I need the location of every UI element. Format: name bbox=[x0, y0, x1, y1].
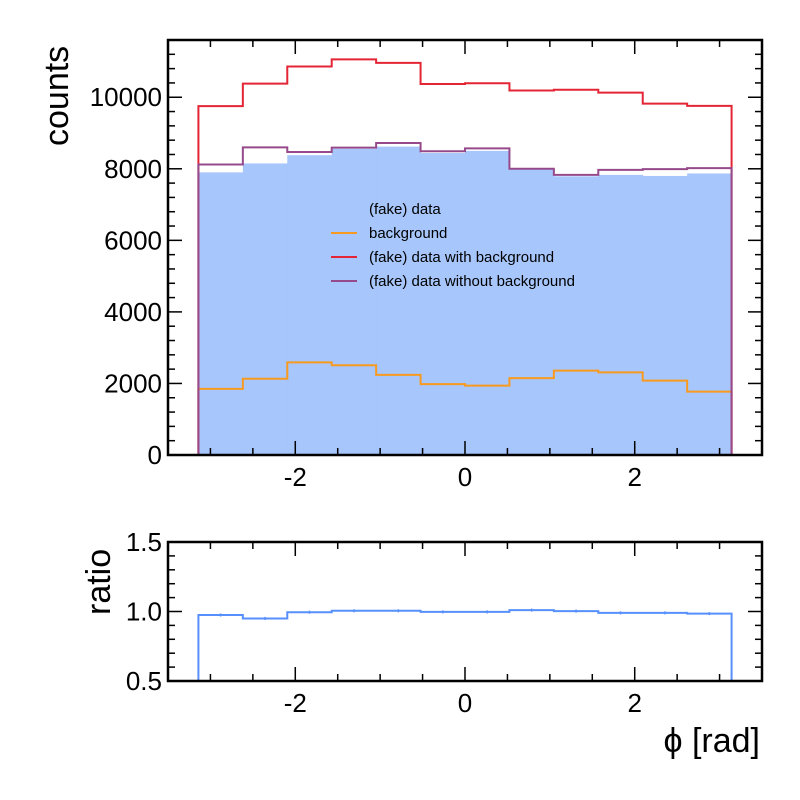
x-axis-title: ϕ [rad] bbox=[663, 722, 760, 760]
bar--fake-data bbox=[509, 169, 555, 456]
bar--fake-data bbox=[331, 148, 377, 456]
bar--fake-data bbox=[465, 150, 510, 456]
y-tick-label: 10000 bbox=[90, 82, 162, 112]
legend-label: (fake) data with background bbox=[369, 249, 554, 266]
bar--fake-data bbox=[198, 172, 244, 455]
main-histogram-plot bbox=[197, 58, 733, 456]
bar--fake-data bbox=[420, 153, 466, 455]
x-tick-label: -2 bbox=[284, 462, 307, 492]
y-tick-label: 2000 bbox=[104, 368, 162, 398]
step-line--fake-data-with-background bbox=[197, 58, 733, 455]
bar--fake-data bbox=[642, 175, 688, 455]
ratio-plot bbox=[197, 608, 733, 681]
x-tick-label: 2 bbox=[627, 462, 641, 492]
y-tick-label: 4000 bbox=[104, 297, 162, 327]
ratio-y-axis-title: ratio bbox=[80, 549, 118, 615]
legend-label: (fake) data without background bbox=[369, 273, 575, 290]
legend-swatch bbox=[331, 202, 357, 216]
bar--fake-data bbox=[242, 163, 288, 455]
x-tick-label: 0 bbox=[458, 688, 472, 718]
step-line--fake-data-without-background bbox=[197, 142, 733, 455]
x-tick-label: -2 bbox=[284, 688, 307, 718]
legend-label: (fake) data bbox=[369, 201, 441, 218]
step-line-background bbox=[197, 361, 733, 455]
y-tick-label: 0.5 bbox=[126, 666, 162, 696]
bar--fake-data bbox=[287, 155, 333, 455]
x-tick-label: 0 bbox=[458, 462, 472, 492]
ratio-panel: -2 0 2 0.5 1.0 1.5 ratio ϕ [rad] bbox=[80, 527, 764, 760]
y-tick-label: 0 bbox=[148, 440, 162, 470]
x-tick-label: 2 bbox=[627, 688, 641, 718]
main-histogram-panel: (fake) data background (fake) data with ba… bbox=[38, 38, 764, 492]
ratio-axes: -2 0 2 0.5 1.0 1.5 bbox=[126, 527, 764, 718]
bar--fake-data bbox=[598, 174, 644, 455]
main-histogram-axes: -2 0 2 0 2000 4000 6000 8000 10000 bbox=[90, 38, 764, 492]
y-tick-label: 6000 bbox=[104, 225, 162, 255]
y-tick-label: 1.0 bbox=[126, 597, 162, 627]
bar--fake-data bbox=[376, 146, 422, 456]
step-line-ratio bbox=[197, 609, 733, 681]
legend-label: background bbox=[369, 225, 447, 242]
bar--fake-data bbox=[553, 176, 599, 455]
legend: (fake) data background (fake) data with ba… bbox=[331, 201, 575, 290]
y-tick-label: 1.5 bbox=[126, 527, 162, 557]
bar--fake-data bbox=[687, 173, 733, 455]
y-axis-title: counts bbox=[38, 46, 76, 146]
y-tick-label: 8000 bbox=[104, 154, 162, 184]
